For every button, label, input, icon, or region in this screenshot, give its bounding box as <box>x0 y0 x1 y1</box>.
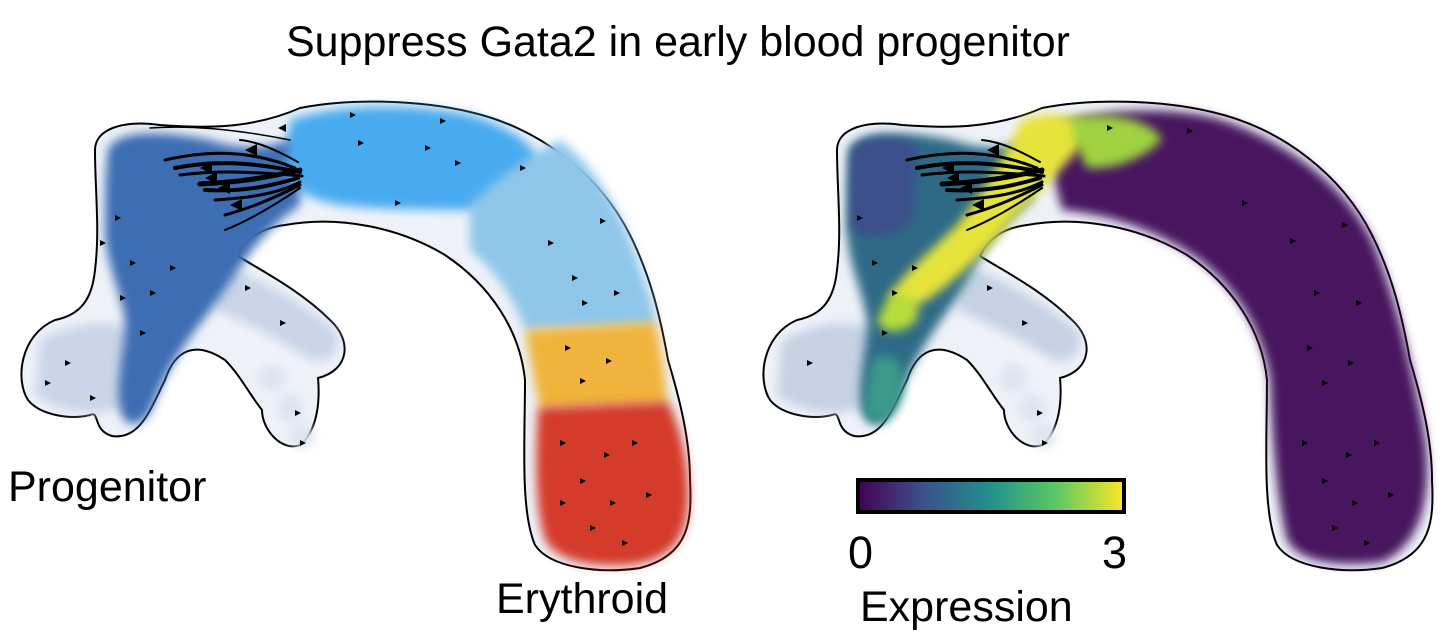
right-small-arrows <box>807 125 1394 546</box>
left-early-region <box>285 106 540 210</box>
left-velocity-arrowheads <box>200 124 286 211</box>
figure-title: Suppress Gata2 in early blood progenitor <box>285 18 1071 66</box>
right-velocity-streamlines <box>905 139 1046 231</box>
right-velocity-arrowheads <box>942 144 999 211</box>
right-high-expression-region <box>890 114 1092 308</box>
colorbar-min-label: 0 <box>848 527 874 578</box>
left-velocity-streamlines <box>149 126 304 231</box>
erythroid-label: Erythroid <box>496 575 669 623</box>
left-transition-region <box>525 322 668 410</box>
right-embedding-panel <box>762 100 1434 572</box>
left-embedding-panel <box>20 100 692 572</box>
left-erythroid-region <box>536 402 689 566</box>
left-mid-region <box>470 140 655 330</box>
colorbar-title: Expression <box>860 583 1073 631</box>
right-low-expression-region <box>1042 110 1428 564</box>
colorbar-max-label: 3 <box>1102 527 1128 578</box>
colorbar <box>856 478 1126 514</box>
progenitor-label: Progenitor <box>8 463 207 511</box>
left-small-arrows <box>45 112 652 546</box>
